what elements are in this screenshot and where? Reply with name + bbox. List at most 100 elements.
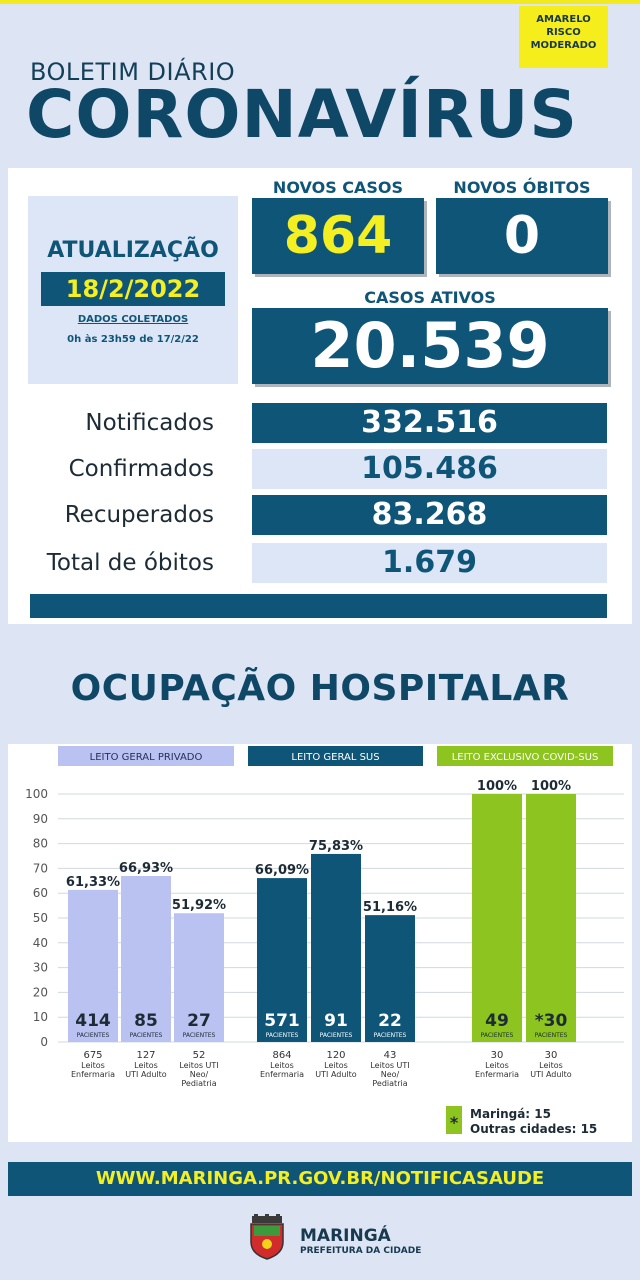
group-header xyxy=(248,746,423,766)
bar-bed-count: 43 xyxy=(384,1050,397,1061)
y-tick-label: 70 xyxy=(33,861,48,875)
stats-bottom-bar xyxy=(30,594,607,618)
bar-bed-description: Leitos xyxy=(485,1061,509,1070)
bar-bed-count: 30 xyxy=(491,1050,504,1061)
y-tick-label: 60 xyxy=(33,886,48,900)
risk-line-1: AMARELO xyxy=(536,14,591,25)
new-cases-label: NOVOS CASOS xyxy=(272,178,404,197)
y-tick-label: 30 xyxy=(33,961,48,975)
bar xyxy=(121,876,171,1042)
bar-patients-count: 571 xyxy=(264,1011,300,1031)
y-tick-label: 90 xyxy=(33,812,48,826)
bar-bed-description: Pediatria xyxy=(181,1079,216,1088)
bar xyxy=(174,913,224,1042)
bar-patients-label: PACIENTES xyxy=(374,1032,407,1039)
bar xyxy=(311,853,361,1042)
bar-patients-count: 91 xyxy=(324,1011,348,1031)
y-tick-label: 0 xyxy=(40,1035,48,1049)
bar-bed-description: Enfermaria xyxy=(71,1070,115,1079)
risk-line-2: RISCO xyxy=(546,27,581,38)
active-cases-value: 20.539 xyxy=(252,308,608,384)
footnote-line-2: Outras cidades: 15 xyxy=(470,1122,597,1136)
prefeitura-label: PREFEITURA DA CIDADE xyxy=(300,1246,422,1256)
bar xyxy=(257,878,307,1042)
bar-percent-label: 61,33% xyxy=(66,875,120,890)
bar-patients-label: PACIENTES xyxy=(183,1032,216,1039)
bar xyxy=(365,915,415,1042)
footnote-marker xyxy=(446,1106,462,1134)
group-header-label: LEITO EXCLUSIVO COVID-SUS xyxy=(452,752,599,763)
group-header-label: LEITO GERAL PRIVADO xyxy=(90,752,203,763)
bar-bed-count: 52 xyxy=(193,1050,206,1061)
group-header-label: LEITO GERAL SUS xyxy=(291,752,379,763)
bar-bed-description: Enfermaria xyxy=(260,1070,304,1079)
risk-level-badge: AMARELO RISCO MODERADO xyxy=(519,6,608,68)
bar-percent-label: 51,92% xyxy=(172,898,226,913)
bar-percent-label: 100% xyxy=(477,779,517,794)
bar-percent-label: 100% xyxy=(531,779,571,794)
bar-patients-label: PACIENTES xyxy=(535,1032,568,1039)
y-tick-label: 40 xyxy=(33,936,48,950)
bulletin-subtitle: BOLETIM DIÁRIO xyxy=(30,58,236,86)
bar-bed-description: Leitos UTI xyxy=(370,1061,409,1070)
bar-bed-count: 675 xyxy=(83,1050,102,1061)
bar-bed-description: Leitos xyxy=(134,1061,158,1070)
bar-patients-count: 22 xyxy=(378,1011,402,1031)
bar-bed-count: 120 xyxy=(326,1050,345,1061)
group-header xyxy=(58,746,234,766)
hospital-occupancy-title: OCUPAÇÃO HOSPITALAR xyxy=(70,668,570,709)
page-title: CORONAVÍRUS xyxy=(26,76,578,153)
bar-bed-description: Leitos xyxy=(81,1061,105,1070)
notified-label: Notificados xyxy=(85,410,214,436)
occupancy-chart: 0 10 20 30 40 50 60 70 80 90 100 LEITO GERAL PRIVAD… xyxy=(25,746,624,1136)
bar-percent-label: 51,16% xyxy=(363,900,417,915)
confirmed-label: Confirmados xyxy=(68,456,214,482)
bar-bed-count: 864 xyxy=(272,1050,291,1061)
new-cases-value: 864 xyxy=(252,198,424,274)
bar-patients-count: 27 xyxy=(187,1011,211,1031)
recovered-label: Recuperados xyxy=(64,502,214,528)
y-tick-label: 10 xyxy=(33,1010,48,1024)
bar xyxy=(526,794,576,1042)
recovered-value: 83.268 xyxy=(252,495,607,535)
bar-bed-description: Leitos xyxy=(270,1061,294,1070)
data-collected-label: DADOS COLETADOS xyxy=(77,314,189,325)
bar-patients-count: 85 xyxy=(134,1011,158,1031)
occupancy-chart-card: 0 10 20 30 40 50 60 70 80 90 100 LEITO GERAL PRIVAD… xyxy=(8,744,632,1142)
active-cases-label: CASOS ATIVOS xyxy=(364,288,496,307)
confirmed-value: 105.486 xyxy=(252,449,607,489)
new-deaths-label: NOVOS ÓBITOS xyxy=(453,178,591,197)
update-date: 18/2/2022 xyxy=(41,272,225,306)
bar-patients-count: 49 xyxy=(485,1011,509,1031)
total-deaths-value: 1.679 xyxy=(252,543,607,583)
notified-value: 332.516 xyxy=(252,403,607,443)
y-tick-label: 80 xyxy=(33,837,48,851)
y-tick-label: 50 xyxy=(33,911,48,925)
y-tick-label: 100 xyxy=(25,787,48,801)
bar-bed-description: Enfermaria xyxy=(475,1070,519,1079)
city-coat-of-arms-logo xyxy=(244,1214,290,1264)
bar-patients-count: *30 xyxy=(535,1011,568,1031)
total-deaths-label: Total de óbitos xyxy=(46,550,214,576)
group-header xyxy=(437,746,613,766)
bar-percent-label: 66,93% xyxy=(119,861,173,876)
bar-bed-description: UTI Adulto xyxy=(530,1070,571,1079)
bar-patients-label: PACIENTES xyxy=(77,1032,110,1039)
update-title: ATUALIZAÇÃO xyxy=(47,238,219,263)
bar xyxy=(472,794,522,1042)
bar-percent-label: 75,83% xyxy=(309,839,363,854)
bar xyxy=(68,889,118,1042)
city-name: MARINGÁ xyxy=(300,1226,391,1246)
top-accent-line xyxy=(0,0,640,4)
bar-percent-label: 66,09% xyxy=(255,863,309,878)
data-collected-period: 0h às 23h59 de 17/2/22 xyxy=(67,334,199,345)
bar-bed-description: Leitos xyxy=(539,1061,563,1070)
website-banner[interactable]: WWW.MARINGA.PR.GOV.BR/NOTIFICASAUDE xyxy=(8,1162,632,1196)
bar-bed-description: UTI Adulto xyxy=(125,1070,166,1079)
bar-patients-count: 414 xyxy=(75,1011,111,1031)
footnote-symbol: * xyxy=(450,1113,459,1132)
bar-patients-label: PACIENTES xyxy=(130,1032,163,1039)
footnote-line-1: Maringá: 15 xyxy=(470,1107,551,1121)
new-deaths-value: 0 xyxy=(436,198,608,274)
y-tick-label: 20 xyxy=(33,985,48,999)
